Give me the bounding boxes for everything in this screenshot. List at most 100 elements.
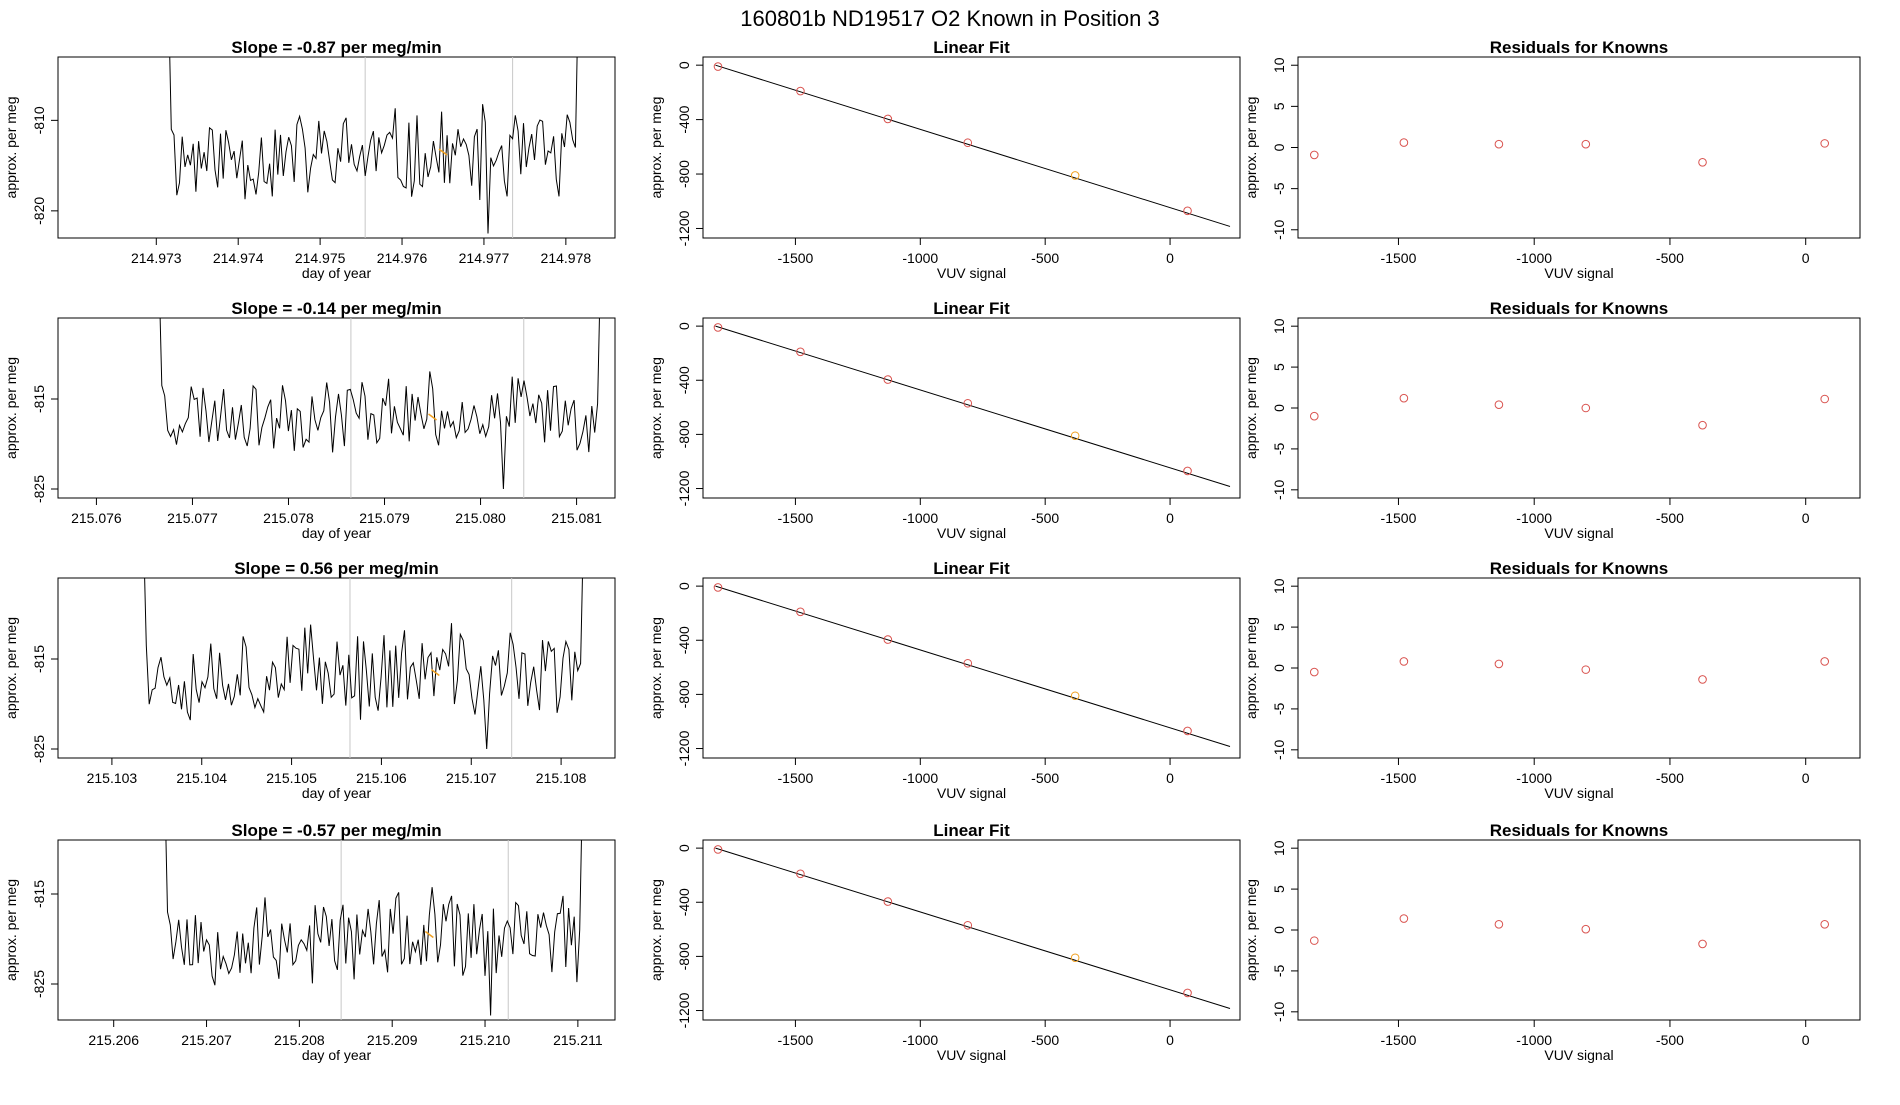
y-tick-label: 10 [1271,840,1287,856]
residual-point [1581,403,1591,413]
y-tick-label: -800 [676,420,692,448]
residual-point [1309,667,1319,677]
fit-point [1183,206,1192,216]
y-tick-label: -1200 [676,992,692,1028]
residuals-title: Residuals for Knowns [1490,38,1669,57]
fit-point [796,347,805,357]
x-tick-label: -1500 [1381,1032,1417,1048]
y-tick-label: 10 [1271,57,1287,73]
fit-line [715,325,1231,487]
y-tick-label: -815 [31,880,47,908]
fit-line [715,64,1231,227]
y-axis-label: approx. per meg [3,97,19,199]
linear-fit-frame [702,317,1241,499]
x-tick-label: 215.206 [88,1032,139,1048]
time-series-line [169,57,578,234]
x-tick-label: -500 [1656,250,1684,266]
x-tick-label: 0 [1802,510,1810,526]
x-axis-label: VUV signal [937,785,1006,801]
y-axis-label: approx. per meg [3,617,19,719]
y-tick-label: -820 [31,197,47,225]
x-tick-label: 0 [1802,250,1810,266]
x-tick-label: 214.978 [541,250,592,266]
x-tick-label: -1500 [778,770,814,786]
x-tick-label: -1000 [902,770,938,786]
y-tick-label: 5 [1271,623,1287,631]
x-tick-label: -1000 [902,510,938,526]
x-axis-label: VUV signal [937,1047,1006,1063]
residuals-frame [1297,56,1861,239]
x-tick-label: -1500 [1381,510,1417,526]
y-tick-label: -400 [676,888,692,916]
fit-point [883,897,893,906]
y-axis-label: approx. per meg [1243,97,1259,199]
x-tick-label: 215.078 [263,510,314,526]
y-tick-label: -815 [31,385,47,413]
y-tick-label: -5 [1271,702,1287,715]
residual-point [1698,675,1707,684]
y-tick-label: -10 [1271,739,1287,759]
x-tick-label: 214.976 [377,250,428,266]
x-tick-label: 0 [1166,770,1174,786]
fit-line [715,847,1231,1009]
x-axis-label: VUV signal [1544,1047,1613,1063]
x-tick-label: -1000 [902,1032,938,1048]
x-tick-label: -1500 [778,250,814,266]
x-tick-label: 215.104 [176,770,227,786]
x-axis-label: VUV signal [937,265,1006,281]
y-tick-label: -815 [31,645,47,673]
x-tick-label: -500 [1656,770,1684,786]
residual-point [1698,939,1707,949]
x-tick-label: 215.106 [356,770,407,786]
y-tick-label: -1200 [676,470,692,506]
x-tick-label: -500 [1031,250,1059,266]
highlight-segment [438,148,448,156]
x-axis-label: VUV signal [1544,525,1613,541]
residual-point [1581,665,1591,674]
time-series-title: Slope = -0.87 per meg/min [231,38,441,57]
x-tick-label: 214.975 [295,250,346,266]
y-tick-label: 5 [1271,885,1287,893]
y-axis-label: approx. per meg [648,879,664,981]
x-tick-label: 0 [1166,250,1174,266]
y-tick-label: -10 [1271,1001,1287,1021]
fit-point [963,658,973,668]
x-tick-label: -500 [1031,1032,1059,1048]
residual-point [1309,411,1319,421]
x-axis-label: VUV signal [1544,785,1613,801]
linear-fit-frame [702,56,1241,239]
residual-point [1309,150,1319,160]
x-axis-label: day of year [302,785,372,801]
y-axis-label: approx. per meg [1243,879,1259,981]
y-tick-label: -5 [1271,182,1287,195]
x-tick-label: -1500 [1381,770,1417,786]
x-tick-label: 215.079 [359,510,410,526]
x-tick-label: 215.080 [455,510,506,526]
x-tick-label: -1500 [778,510,814,526]
residuals-frame [1297,577,1861,759]
fit-point [1183,988,1192,998]
x-tick-label: 0 [1166,1032,1174,1048]
x-tick-label: 215.076 [71,510,122,526]
y-tick-label: 0 [1271,143,1287,151]
highlight-segment [424,930,434,939]
y-axis-label: approx. per meg [3,879,19,981]
fit-point [963,920,973,930]
x-tick-label: -1500 [1381,250,1417,266]
x-axis-label: day of year [302,525,372,541]
time-series-line [144,578,583,750]
residual-point [1581,139,1591,149]
residual-point [1581,924,1591,934]
main-title: 160801b ND19517 O2 Known in Position 3 [740,6,1160,31]
x-tick-label: 0 [1166,510,1174,526]
x-tick-label: -1000 [1516,510,1552,526]
fit-point [1070,691,1080,701]
time-series-title: Slope = -0.14 per meg/min [231,299,441,318]
residual-point [1820,657,1830,666]
y-tick-label: -1200 [676,730,692,766]
x-tick-label: 215.108 [536,770,587,786]
y-tick-label: 0 [1271,926,1287,934]
residual-point [1399,393,1409,403]
